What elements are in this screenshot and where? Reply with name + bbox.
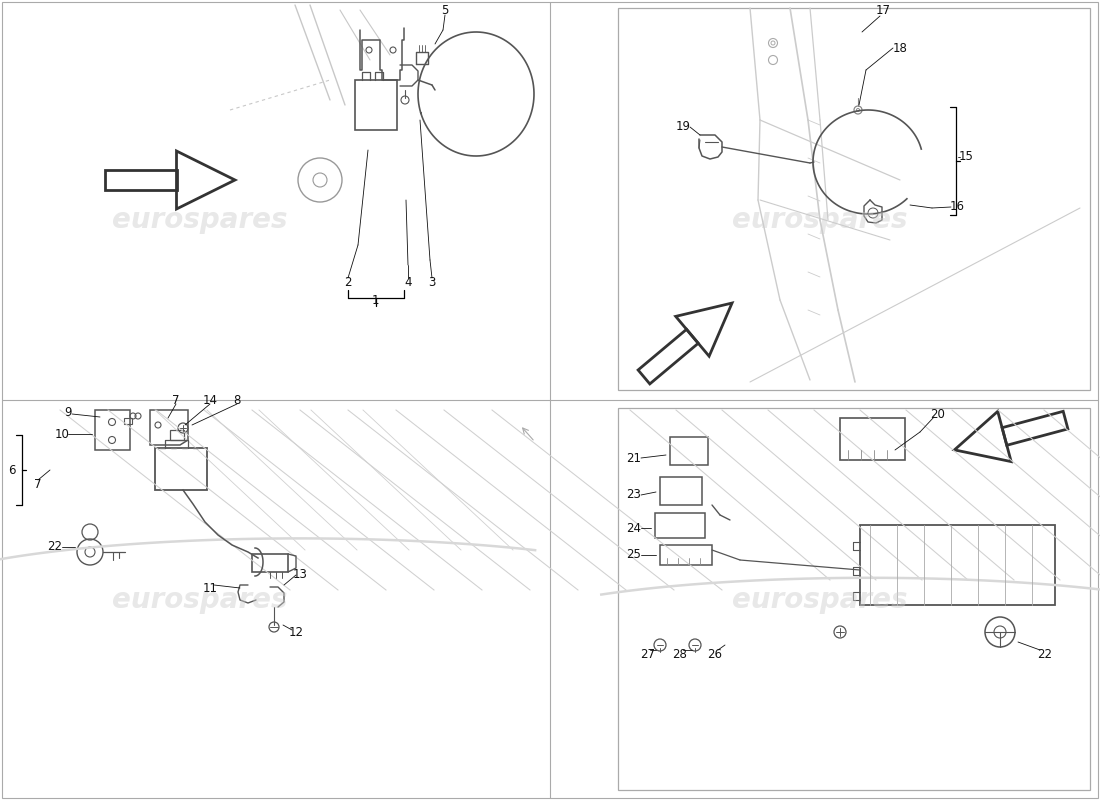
- Text: 2: 2: [344, 277, 352, 290]
- Text: 5: 5: [441, 5, 449, 18]
- Text: 1: 1: [372, 294, 378, 306]
- Text: 27: 27: [640, 649, 656, 662]
- Text: 10: 10: [55, 427, 69, 441]
- Text: eurospares: eurospares: [112, 206, 288, 234]
- Text: 28: 28: [672, 649, 688, 662]
- Text: 24: 24: [627, 522, 641, 534]
- Bar: [660, 477, 702, 505]
- Text: eurospares: eurospares: [112, 586, 288, 614]
- Text: 6: 6: [9, 463, 15, 477]
- Bar: [252, 554, 288, 572]
- Text: 19: 19: [675, 121, 691, 134]
- Text: 13: 13: [293, 569, 307, 582]
- Text: 22: 22: [47, 541, 63, 554]
- Text: eurospares: eurospares: [733, 206, 908, 234]
- Text: 8: 8: [233, 394, 241, 406]
- Text: 11: 11: [202, 582, 218, 594]
- Text: 26: 26: [707, 649, 723, 662]
- Text: 7: 7: [34, 478, 42, 491]
- Text: 12: 12: [288, 626, 304, 638]
- Text: 7: 7: [173, 394, 179, 406]
- Text: eurospares: eurospares: [733, 586, 908, 614]
- Text: 18: 18: [892, 42, 907, 54]
- Bar: [654, 513, 705, 538]
- Bar: [660, 545, 712, 565]
- Text: 21: 21: [627, 451, 641, 465]
- Bar: [618, 408, 1090, 790]
- Bar: [860, 525, 1055, 605]
- Text: 16: 16: [949, 201, 965, 214]
- Bar: [155, 448, 207, 490]
- Text: 25: 25: [627, 549, 641, 562]
- Text: 9: 9: [64, 406, 72, 418]
- Text: 17: 17: [876, 5, 891, 18]
- Bar: [840, 418, 905, 460]
- Bar: [618, 8, 1090, 390]
- Text: 14: 14: [202, 394, 218, 406]
- Text: 15: 15: [958, 150, 974, 163]
- Bar: [170, 430, 184, 440]
- Text: 20: 20: [931, 407, 945, 421]
- Text: 3: 3: [428, 277, 436, 290]
- Bar: [355, 80, 397, 130]
- Text: 22: 22: [1037, 649, 1053, 662]
- Text: 4: 4: [405, 277, 411, 290]
- Bar: [670, 437, 708, 465]
- Bar: [124, 418, 132, 424]
- Text: 23: 23: [627, 489, 641, 502]
